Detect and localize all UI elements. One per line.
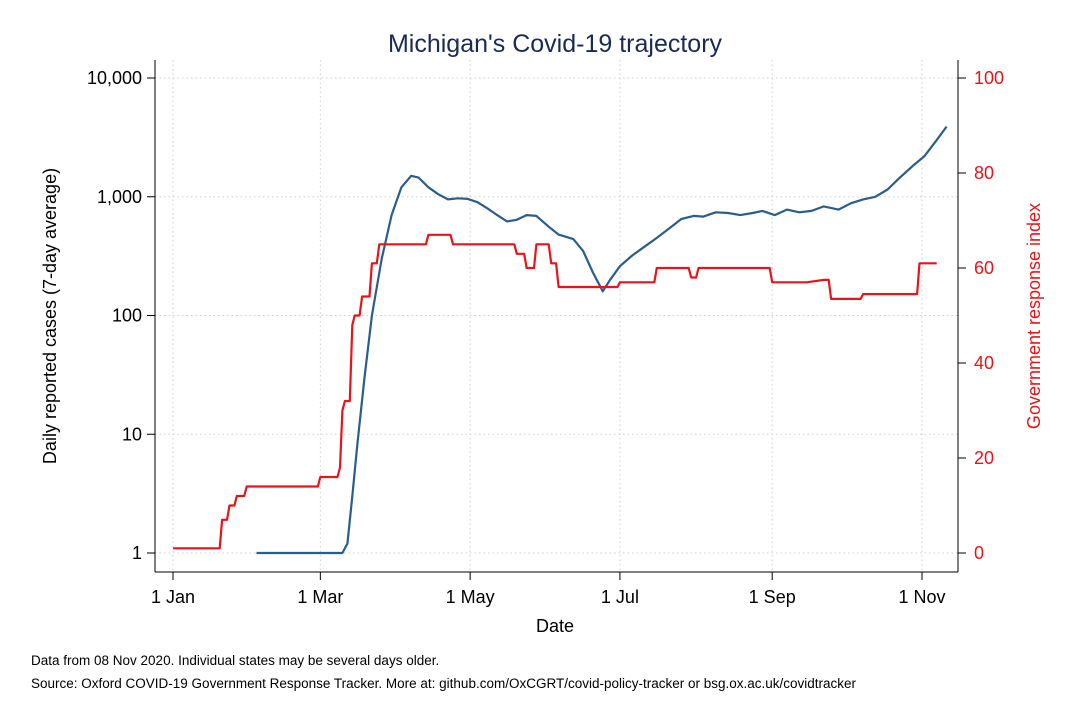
footnote-data-date: Data from 08 Nov 2020. Individual states… — [31, 653, 440, 668]
tick-labels: 1 10 100 1,000 10,000 0 20 40 60 80 100 1 Jan 1 Mar 1… — [87, 68, 1004, 607]
y-axis-left-label: Daily reported cases (7-day average) — [40, 168, 60, 464]
x-tick-label: 1 Jan — [151, 587, 195, 607]
x-tick-label: 1 May — [446, 587, 495, 607]
y-right-tick-label: 100 — [974, 68, 1004, 88]
response-index-line — [173, 233, 937, 550]
y-right-tick-label: 80 — [974, 163, 994, 183]
chart-title: Michigan's Covid-19 trajectory — [388, 30, 723, 58]
y-right-tick-label: 20 — [974, 448, 994, 468]
y-left-tick-label: 10,000 — [87, 68, 142, 88]
y-left-tick-label: 100 — [112, 306, 142, 326]
x-tick-label: 1 Jul — [601, 587, 639, 607]
y-right-tick-label: 60 — [974, 258, 994, 278]
grid — [155, 60, 958, 572]
x-tick-label: 1 Mar — [297, 587, 343, 607]
y-right-tick-label: 40 — [974, 353, 994, 373]
cases-line — [256, 125, 948, 555]
y-left-tick-label: 10 — [122, 424, 142, 444]
y-left-tick-label: 1,000 — [97, 187, 142, 207]
x-tick-label: 1 Sep — [749, 587, 796, 607]
axes — [147, 60, 966, 580]
x-axis-label: Date — [536, 616, 574, 636]
y-right-tick-label: 0 — [974, 543, 984, 563]
series-layer — [173, 125, 948, 555]
x-tick-label: 1 Nov — [898, 587, 945, 607]
y-left-tick-label: 1 — [132, 543, 142, 563]
footnote-source: Source: Oxford COVID-19 Government Respo… — [31, 676, 857, 691]
y-axis-right-label: Government response index — [1024, 203, 1044, 429]
